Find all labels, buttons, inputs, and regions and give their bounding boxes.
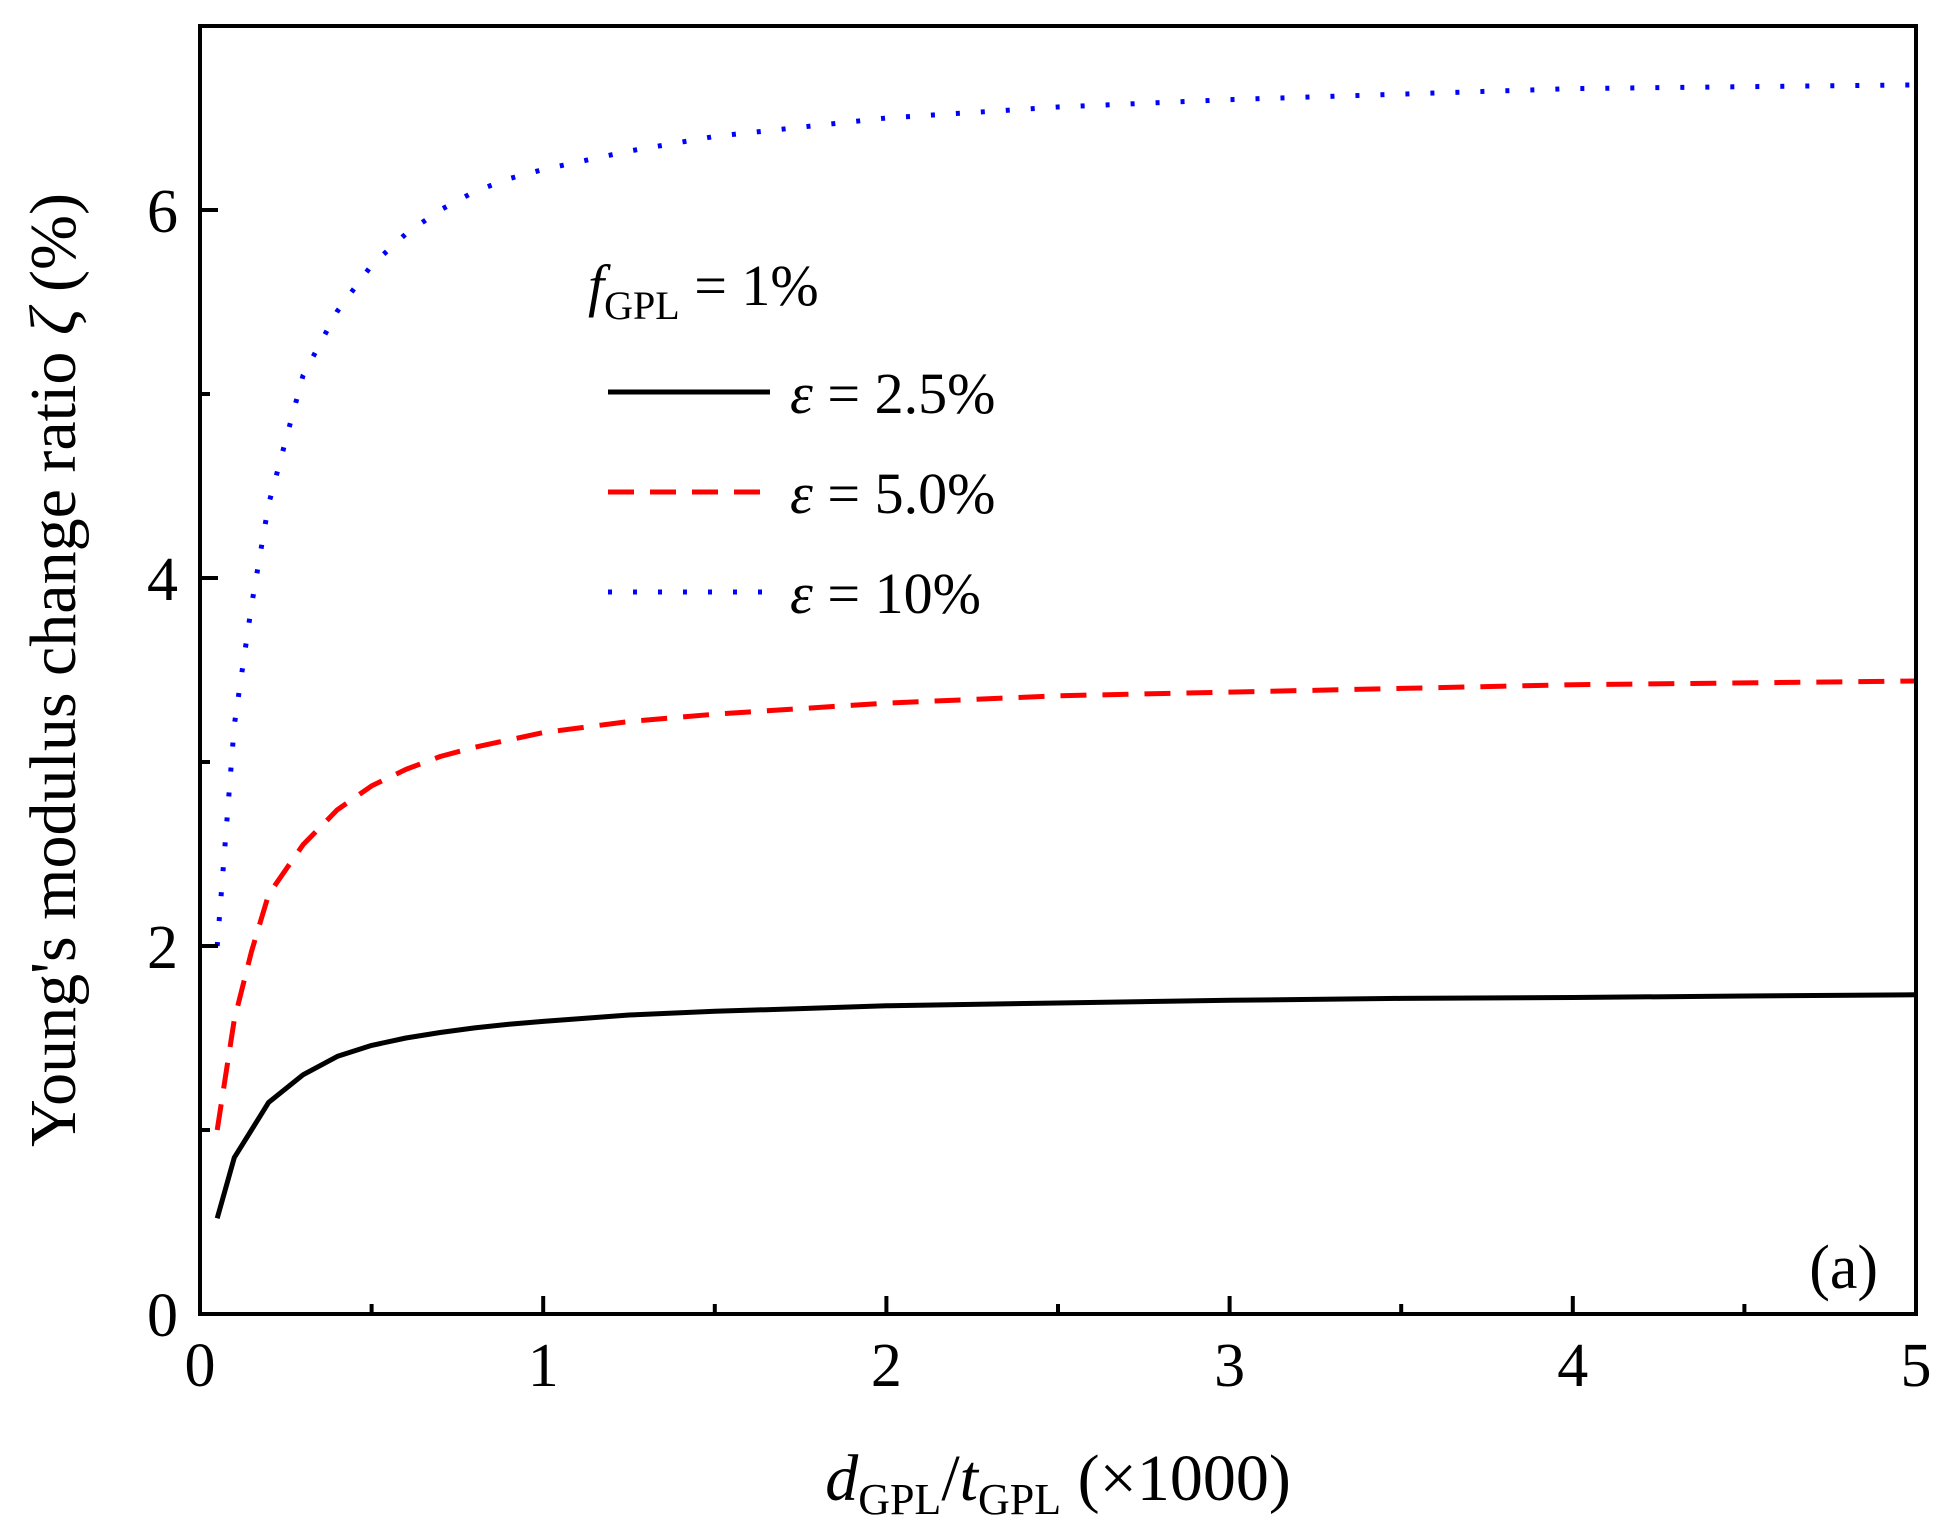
data-point [1056, 1001, 1061, 1006]
data-point [1227, 690, 1232, 695]
data-point [627, 1013, 632, 1018]
data-point [266, 1100, 271, 1105]
x-tick-label: 2 [871, 1332, 902, 1400]
data-point [1399, 996, 1404, 1001]
legend-title: fGPL = 1% [588, 253, 819, 328]
data-point [627, 149, 632, 154]
y-tick-label: 4 [147, 546, 178, 614]
data-point [232, 1017, 237, 1022]
data-point [798, 706, 803, 711]
y-axis-title: Young's modulus change ratio ζ (%) [17, 193, 90, 1147]
data-point [541, 730, 546, 735]
series-layer [214, 82, 1917, 1221]
data-point [506, 737, 511, 742]
legend-label-5-0: ε = 5.0% [790, 461, 995, 526]
series-line-2 [214, 678, 1917, 1131]
data-point [403, 767, 408, 772]
data-point [472, 189, 477, 194]
data-point [369, 783, 374, 788]
data-point [301, 842, 306, 847]
data-point [301, 373, 306, 378]
data-point [1399, 686, 1404, 691]
data-point [215, 1216, 220, 1221]
data-point [712, 712, 717, 717]
data-point [884, 1003, 889, 1008]
x-tick-labels: 0 1 2 3 4 5 [185, 1332, 1932, 1400]
data-point [249, 1128, 254, 1133]
data-point [403, 1036, 408, 1041]
data-point [798, 125, 803, 130]
data-point [403, 231, 408, 236]
data-point [266, 502, 271, 507]
data-point [232, 723, 237, 728]
data-point [798, 1006, 803, 1011]
data-point [506, 1022, 511, 1027]
data-point [1227, 998, 1232, 1003]
legend: fGPL = 1% ε = 2.5% ε = 5.0% ε = 10% [588, 253, 995, 626]
x-tick-label: 1 [528, 1332, 559, 1400]
data-point [1056, 105, 1061, 110]
y-tick-label: 2 [147, 914, 178, 982]
y-tick-label: 0 [147, 1282, 178, 1350]
legend-label-2-5: ε = 2.5% [790, 361, 995, 426]
data-point [884, 116, 889, 121]
data-point [369, 263, 374, 268]
data-point [712, 134, 717, 139]
data-point [1742, 680, 1747, 685]
data-point [1742, 84, 1747, 89]
data-point [1570, 682, 1575, 687]
data-point [335, 1054, 340, 1059]
data-point [472, 745, 477, 750]
data-point [1742, 994, 1747, 999]
data-point [627, 719, 632, 724]
series-line-1 [214, 992, 1917, 1219]
x-axis-title: dGPL/tGPL (×1000) [825, 1442, 1291, 1519]
data-point [1570, 995, 1575, 1000]
x-tick-label: 5 [1901, 1332, 1932, 1400]
data-point [249, 603, 254, 608]
data-point [506, 176, 511, 181]
data-point [1570, 86, 1575, 91]
y-tick-labels: 0 2 4 6 [147, 178, 178, 1350]
data-point [712, 1009, 717, 1014]
data-point [335, 807, 340, 812]
panel-label: (a) [1809, 1234, 1878, 1302]
data-point [541, 167, 546, 172]
data-point [249, 949, 254, 954]
data-point [1056, 693, 1061, 698]
data-point [335, 309, 340, 314]
data-point [369, 1043, 374, 1048]
data-point [1227, 97, 1232, 102]
data-point [215, 1128, 220, 1133]
x-tick-label: 4 [1557, 1332, 1588, 1400]
x-tick-label: 3 [1214, 1332, 1245, 1400]
data-point [301, 1072, 306, 1077]
data-point [1399, 92, 1404, 97]
x-tick-label: 0 [185, 1332, 216, 1400]
legend-label-10: ε = 10% [790, 561, 981, 626]
data-point [266, 892, 271, 897]
data-point [438, 1030, 443, 1035]
data-point [472, 1025, 477, 1030]
tick-layer [198, 24, 1918, 1316]
y-tick-label: 6 [147, 178, 178, 246]
data-point [438, 754, 443, 759]
data-point [232, 1155, 237, 1160]
data-point [884, 701, 889, 706]
data-point [541, 1019, 546, 1024]
data-point [438, 208, 443, 213]
